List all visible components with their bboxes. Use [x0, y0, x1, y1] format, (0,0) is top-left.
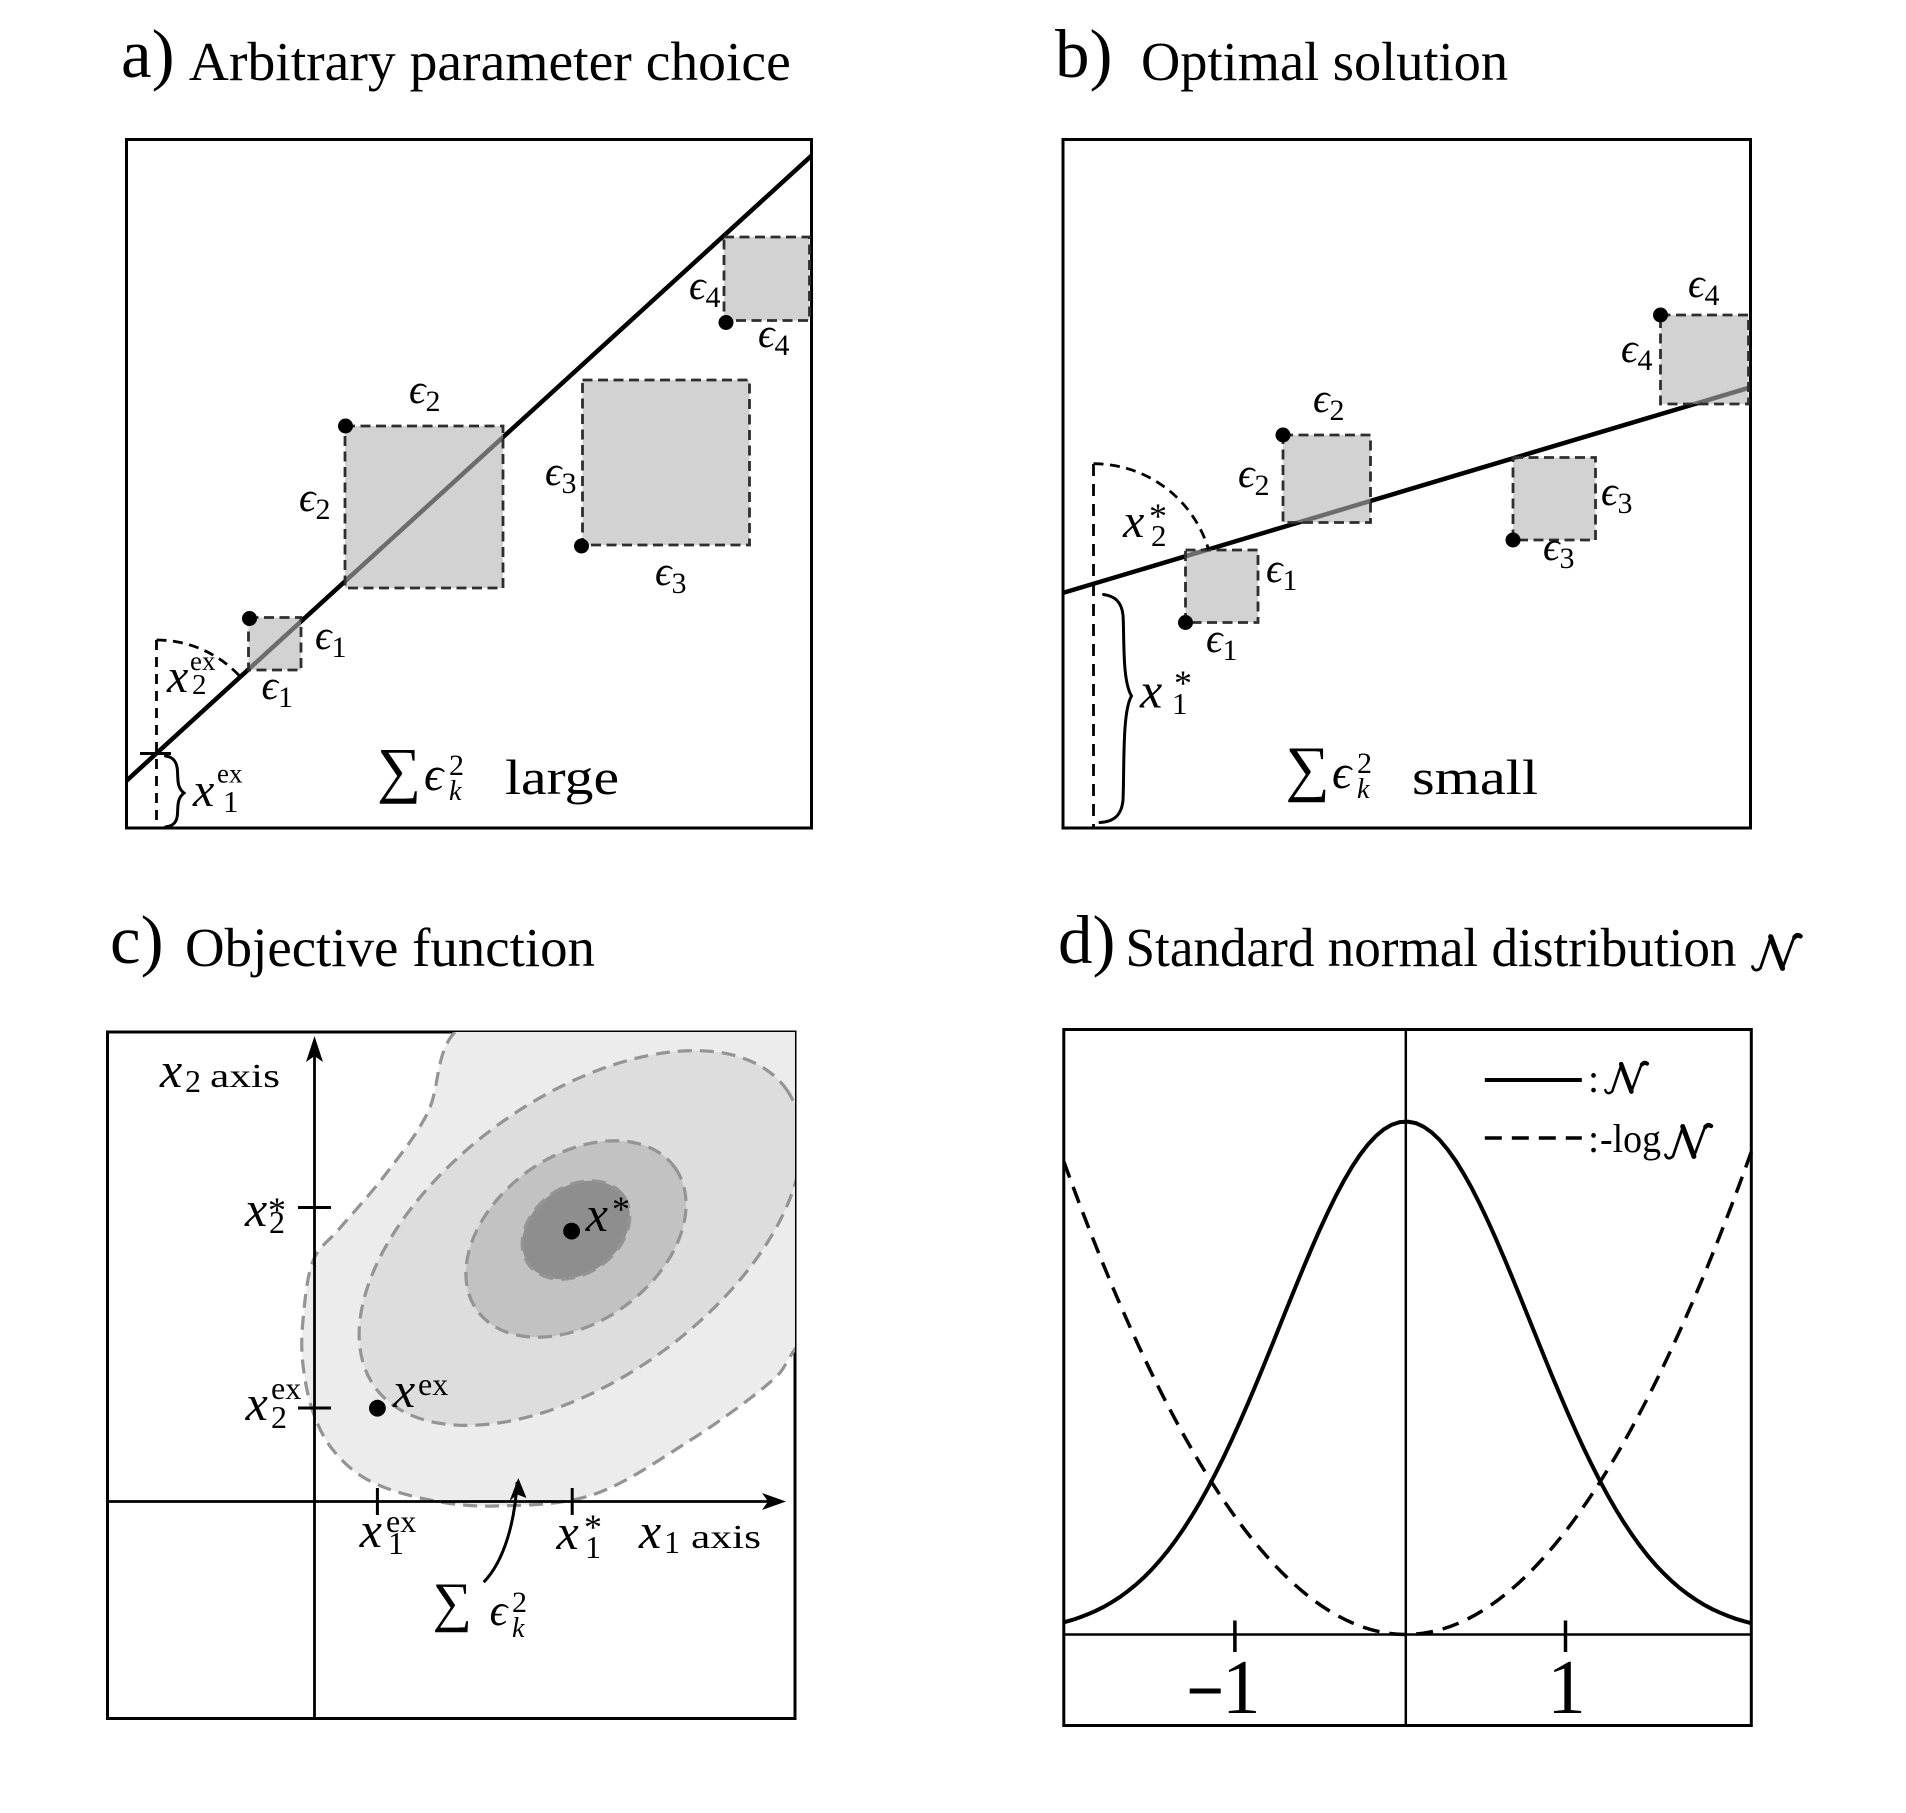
- svg-text:2: 2: [1357, 747, 1372, 780]
- svg-text:x: x: [1139, 663, 1162, 719]
- svg-text:*: *: [1149, 496, 1167, 536]
- svg-text:x: x: [1122, 495, 1144, 548]
- svg-text:x: x: [359, 1502, 382, 1558]
- svg-text::: :: [1588, 1116, 1599, 1161]
- svg-text:large: large: [505, 749, 619, 805]
- svg-text:x: x: [244, 1181, 267, 1237]
- svg-text:1: 1: [388, 1525, 404, 1561]
- svg-text:2: 2: [185, 1063, 201, 1099]
- svg-text:ex: ex: [418, 1366, 448, 1402]
- svg-text:∑: ∑: [1286, 735, 1330, 803]
- svg-text:k: k: [449, 776, 462, 807]
- svg-text:2: 2: [271, 1399, 287, 1435]
- svg-text:1: 1: [1172, 686, 1188, 721]
- svg-text:x: x: [159, 1042, 182, 1098]
- svg-text:ϵ1: ϵ1: [315, 612, 347, 664]
- svg-text:2: 2: [269, 1204, 285, 1240]
- svg-text:*: *: [612, 1189, 630, 1229]
- svg-text:1: 1: [664, 1524, 680, 1560]
- svg-text:ϵ4: ϵ4: [1688, 260, 1720, 312]
- svg-text:ϵ3: ϵ3: [545, 448, 577, 500]
- svg-text:x: x: [585, 1186, 608, 1242]
- svg-text:ex: ex: [217, 759, 243, 789]
- svg-text:d): d): [1058, 902, 1115, 978]
- svg-text:x: x: [166, 650, 188, 703]
- svg-text:k: k: [1357, 774, 1370, 805]
- svg-text:2: 2: [1151, 518, 1167, 553]
- svg-text:2: 2: [192, 669, 207, 701]
- svg-text:ϵ2: ϵ2: [1313, 375, 1345, 427]
- svg-text:-log: -log: [1600, 1116, 1661, 1161]
- svg-text:Objective function: Objective function: [185, 917, 595, 978]
- svg-text:ϵ2: ϵ2: [1238, 450, 1270, 502]
- svg-text:*: *: [584, 1507, 602, 1547]
- svg-text:a): a): [121, 16, 175, 92]
- svg-text:ex: ex: [271, 1370, 301, 1406]
- svg-text:x: x: [245, 1375, 268, 1431]
- svg-text:c): c): [110, 902, 164, 978]
- svg-text:b): b): [1055, 16, 1112, 92]
- svg-text:ex: ex: [190, 646, 216, 676]
- svg-text::: :: [1588, 1056, 1599, 1101]
- svg-text:ϵ1: ϵ1: [1206, 615, 1238, 667]
- svg-text:x: x: [192, 764, 214, 817]
- svg-text:x: x: [638, 1503, 661, 1559]
- svg-text:ϵ2: ϵ2: [409, 366, 441, 418]
- svg-text:k: k: [512, 1613, 525, 1644]
- svg-text:ϵ3: ϵ3: [1601, 468, 1633, 520]
- svg-text:1: 1: [1547, 1644, 1586, 1730]
- svg-text:Arbitrary parameter choice: Arbitrary parameter choice: [189, 31, 791, 92]
- svg-text:∑: ∑: [377, 737, 421, 805]
- svg-text:axis: axis: [691, 1519, 761, 1556]
- svg-text:ϵ4: ϵ4: [689, 262, 721, 314]
- svg-text:∑: ∑: [433, 1571, 472, 1632]
- svg-text:1: 1: [223, 784, 239, 819]
- svg-text:Standard normal distribution: Standard normal distribution: [1126, 917, 1737, 978]
- svg-text:2: 2: [449, 749, 464, 782]
- svg-text:1: 1: [1222, 1644, 1261, 1730]
- svg-text:x: x: [556, 1504, 579, 1560]
- svg-text:1: 1: [585, 1529, 601, 1565]
- svg-text:Optimal solution: Optimal solution: [1141, 31, 1508, 92]
- svg-text:*: *: [268, 1190, 286, 1230]
- svg-text:ϵ2: ϵ2: [299, 474, 331, 526]
- svg-text:axis: axis: [210, 1058, 280, 1095]
- svg-text:small: small: [1412, 749, 1538, 805]
- svg-text:ϵ: ϵ: [424, 748, 445, 801]
- svg-text:ϵ: ϵ: [490, 1586, 510, 1635]
- svg-text:ϵ3: ϵ3: [655, 548, 687, 600]
- svg-text:2: 2: [512, 1586, 527, 1619]
- svg-text:ex: ex: [386, 1503, 416, 1539]
- svg-text:ϵ1: ϵ1: [1266, 545, 1298, 597]
- svg-text:*: *: [1174, 663, 1192, 703]
- svg-text:ϵ4: ϵ4: [1621, 325, 1653, 377]
- svg-text:x: x: [392, 1362, 415, 1418]
- svg-text:ϵ: ϵ: [1332, 746, 1353, 799]
